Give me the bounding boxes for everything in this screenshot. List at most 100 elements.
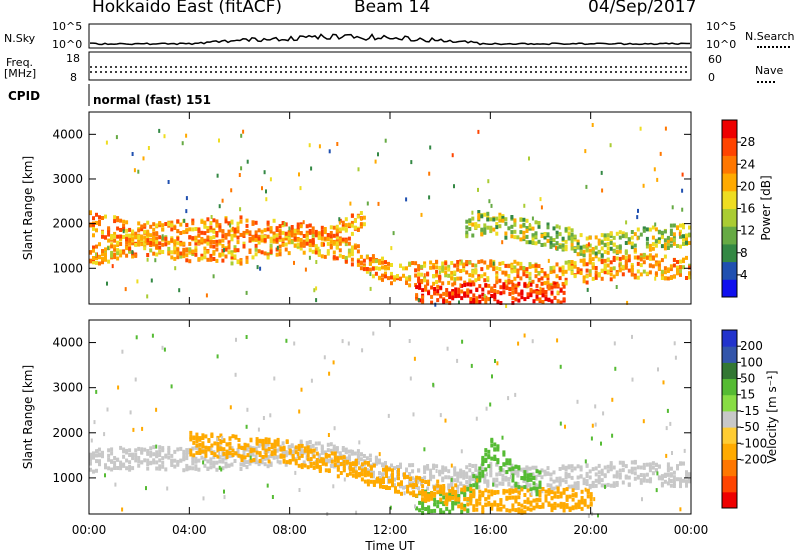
heatmap-cell bbox=[281, 451, 285, 456]
heatmap-cell bbox=[378, 471, 381, 475]
heatmap-cell bbox=[591, 248, 595, 253]
heatmap-cell bbox=[523, 333, 526, 338]
heatmap-cell bbox=[504, 231, 508, 236]
heatmap-cell bbox=[539, 286, 542, 291]
heatmap-cell bbox=[454, 287, 458, 292]
heatmap-cell bbox=[329, 463, 333, 468]
heatmap-cell bbox=[429, 265, 433, 270]
heatmap-cell bbox=[589, 497, 593, 502]
heatmap-cell bbox=[614, 366, 617, 371]
heatmap-cell bbox=[679, 234, 682, 239]
heatmap-cell bbox=[522, 272, 526, 277]
heatmap-cell bbox=[218, 252, 222, 257]
heatmap-cell bbox=[489, 402, 492, 407]
heatmap-cell bbox=[296, 225, 300, 230]
heatmap-cell bbox=[372, 331, 375, 336]
heatmap-cell bbox=[457, 497, 461, 502]
heatmap-cell bbox=[510, 264, 514, 269]
heatmap-cell bbox=[441, 281, 445, 286]
heatmap-cell bbox=[645, 244, 649, 249]
heatmap-cell bbox=[511, 474, 515, 479]
heatmap-cell bbox=[341, 223, 345, 228]
heatmap-cell bbox=[152, 452, 156, 457]
heatmap-cell bbox=[155, 232, 159, 237]
heatmap-cell bbox=[672, 481, 676, 486]
heatmap-cell bbox=[471, 471, 475, 476]
heatmap-cell bbox=[308, 239, 312, 244]
heatmap-cell bbox=[98, 215, 101, 220]
heatmap-cell bbox=[263, 170, 266, 175]
heatmap-cell bbox=[451, 500, 455, 505]
heatmap-cell bbox=[209, 225, 213, 230]
heatmap-cell bbox=[645, 472, 649, 477]
heatmap-cell bbox=[552, 226, 556, 231]
heatmap-cell bbox=[427, 479, 431, 484]
heatmap-cell bbox=[511, 290, 515, 295]
heatmap-cell bbox=[513, 235, 517, 240]
heatmap-cell bbox=[672, 238, 676, 243]
heatmap-cell bbox=[359, 452, 363, 457]
heatmap-cell bbox=[263, 238, 267, 243]
heatmap-cell bbox=[287, 237, 291, 241]
heatmap-cell bbox=[116, 243, 120, 247]
heatmap-cell bbox=[384, 260, 387, 265]
heatmap-cell bbox=[582, 249, 586, 254]
heatmap-cell bbox=[442, 510, 446, 515]
heatmap-cell bbox=[182, 247, 186, 252]
heatmap-cell bbox=[339, 471, 343, 475]
heatmap-cell bbox=[119, 466, 123, 471]
heatmap-cell bbox=[381, 256, 384, 261]
nave-tick-high: 60 bbox=[708, 53, 722, 66]
heatmap-cell bbox=[420, 272, 424, 277]
heatmap-cell bbox=[523, 499, 527, 504]
heatmap-cell bbox=[481, 460, 485, 465]
y-tick-label: 3000 bbox=[52, 381, 83, 395]
heatmap-cell bbox=[594, 270, 598, 275]
heatmap-cell bbox=[490, 203, 493, 208]
heatmap-cell bbox=[320, 225, 324, 230]
heatmap-cell bbox=[489, 229, 493, 234]
heatmap-cell bbox=[531, 264, 535, 269]
heatmap-cell bbox=[306, 457, 310, 462]
heatmap-cell bbox=[273, 439, 277, 444]
heatmap-cell bbox=[249, 458, 253, 463]
heatmap-cell bbox=[354, 470, 358, 475]
heatmap-cell bbox=[564, 467, 568, 472]
heatmap-cell bbox=[254, 247, 258, 252]
heatmap-cell bbox=[266, 253, 270, 258]
heatmap-cell bbox=[128, 465, 132, 469]
heatmap-cell bbox=[538, 480, 542, 485]
heatmap-cell bbox=[534, 476, 538, 481]
heatmap-cell bbox=[651, 235, 655, 240]
heatmap-cell bbox=[490, 492, 494, 497]
heatmap-cell bbox=[468, 468, 472, 473]
heatmap-cell bbox=[326, 251, 330, 256]
heatmap-cell bbox=[317, 231, 321, 236]
heatmap-cell bbox=[243, 442, 247, 447]
heatmap-cell bbox=[360, 477, 364, 482]
heatmap-cell bbox=[540, 468, 544, 473]
heatmap-cell bbox=[309, 463, 313, 468]
heatmap-cell bbox=[409, 483, 413, 488]
heatmap-cell bbox=[371, 254, 375, 259]
heatmap-cell bbox=[679, 265, 682, 270]
heatmap-cell bbox=[496, 503, 500, 508]
heatmap-cell bbox=[158, 445, 162, 450]
heatmap-cell bbox=[197, 229, 201, 234]
heatmap-cell bbox=[176, 248, 180, 253]
heatmap-cell bbox=[588, 269, 592, 274]
heatmap-cell bbox=[317, 453, 321, 458]
heatmap-cell bbox=[230, 233, 234, 238]
heatmap-cell bbox=[426, 271, 430, 276]
heatmap-cell bbox=[290, 233, 294, 238]
heatmap-cell bbox=[621, 272, 625, 277]
heatmap-cell bbox=[651, 246, 655, 251]
heatmap-cell bbox=[255, 450, 259, 455]
heatmap-cell bbox=[660, 476, 664, 481]
heatmap-cell bbox=[212, 463, 216, 467]
heatmap-cell bbox=[335, 228, 339, 233]
heatmap-cell bbox=[107, 466, 111, 471]
heatmap-cell bbox=[642, 269, 646, 274]
heatmap-cell bbox=[442, 298, 446, 303]
heatmap-cell bbox=[688, 275, 691, 280]
